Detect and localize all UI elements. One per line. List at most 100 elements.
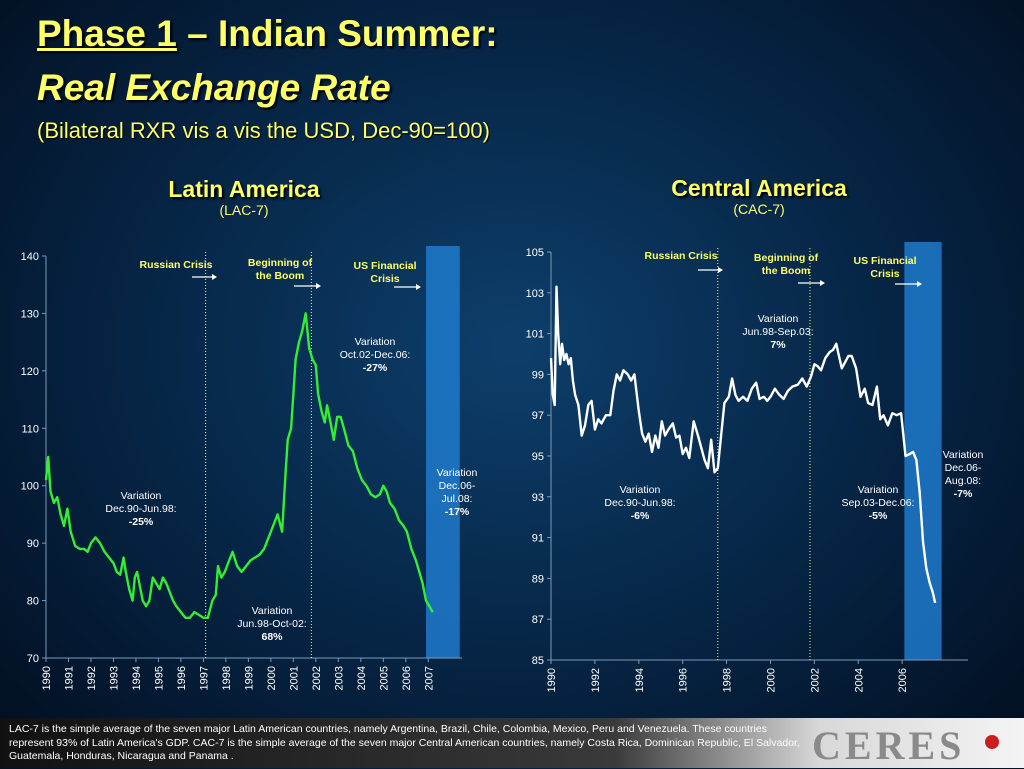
cac-variation-label: Dec.06- — [945, 462, 982, 474]
lac-xtick-label: 2004 — [356, 666, 368, 690]
lac-event-label-2: Crisis — [370, 273, 399, 285]
cac-ytick-label: 97 — [532, 410, 544, 422]
cac-event-label-2: the Boom — [762, 265, 810, 277]
cac-event-label: Beginning of — [754, 252, 819, 264]
cac-xtick-label: 1998 — [722, 668, 734, 692]
lac-ytick-label: 100 — [21, 481, 39, 493]
lac-ytick-label: 70 — [27, 653, 39, 665]
cac-series-line — [549, 285, 937, 604]
cac-xtick-label: 1992 — [590, 668, 602, 692]
lac-variation-label: Dec.06- — [439, 480, 476, 492]
cac-xtick-label: 2000 — [765, 668, 777, 692]
lac-ytick-label: 110 — [21, 423, 39, 435]
lac-xtick-label: 1999 — [243, 666, 255, 690]
footer-note: LAC-7 is the simple average of the seven… — [9, 723, 800, 762]
cac-variation-value: -7% — [954, 488, 973, 500]
cac-ytick-label: 105 — [526, 247, 544, 259]
lac-variation-value: -25% — [129, 516, 154, 528]
arrow-head-icon — [917, 281, 922, 287]
cac-xtick-label: 1994 — [634, 668, 646, 692]
lac-xtick-label: 2006 — [401, 666, 413, 690]
lac-xtick-label: 1995 — [153, 666, 165, 690]
arrow-head-icon — [820, 280, 825, 286]
cac-variation-value: -6% — [631, 510, 650, 522]
lac-xtick-label: 2000 — [266, 666, 278, 690]
cac-variation-label: Jun.98-Sep.03: — [742, 326, 813, 338]
charts-canvas: 70 80 90 100 110 120 130 140 1990 1991 1992 1993 199… — [21, 242, 984, 692]
page-title: Phase 1 – Indian Summer: — [37, 14, 498, 54]
lac-variation-value: -17% — [445, 506, 470, 518]
lac-variation-label: Dec.90-Jun.98: — [105, 503, 176, 515]
lac-xtick-label: 1992 — [86, 666, 98, 690]
lac-chart-header: Latin America (LAC-7) — [114, 176, 374, 218]
lac-event-label: Russian Crisis — [140, 259, 213, 271]
cac-ytick-label: 101 — [526, 329, 544, 341]
cac-variation-label: Aug.08: — [945, 475, 981, 487]
lac-ytick-label: 140 — [21, 251, 39, 263]
cac-chart: 85 87 89 91 93 95 97 99 101 103 105 1990 1992 1994 199… — [526, 242, 984, 692]
cac-chart-subtitle: (CAC-7) — [733, 201, 785, 217]
cac-variation-label: Variation — [858, 484, 899, 496]
lac-ytick-label: 80 — [27, 596, 39, 608]
lac-xtick-label: 2007 — [423, 666, 435, 690]
cac-chart-title: Central America — [671, 175, 847, 201]
lac-xtick-label: 2001 — [288, 666, 300, 690]
cac-xtick-label: 1990 — [546, 668, 558, 692]
lac-ytick-label: 130 — [21, 308, 39, 320]
cac-variation-label: Variation — [943, 449, 984, 461]
lac-xtick-label: 1991 — [63, 666, 75, 690]
lac-xtick-label: 1996 — [176, 666, 188, 690]
cac-ytick-label: 91 — [532, 533, 544, 545]
title-phase: Phase 1 — [37, 13, 177, 54]
page-subtitle: (Bilateral RXR vis a vis the USD, Dec-90… — [37, 118, 490, 143]
footer-bar — [0, 718, 1024, 768]
cac-variation-value: -5% — [869, 510, 888, 522]
cac-event-label: US Financial — [853, 255, 916, 267]
arrow-head-icon — [316, 283, 321, 289]
lac-xtick-label: 1993 — [108, 666, 120, 690]
cac-ytick-label: 93 — [532, 492, 544, 504]
arrow-head-icon — [718, 267, 723, 273]
cac-xtick-label: 2002 — [809, 668, 821, 692]
lac-variation-label: Variation — [252, 605, 293, 617]
logo-dot-icon — [985, 735, 999, 749]
cac-variation-value: 7% — [770, 339, 786, 351]
cac-ytick-label: 95 — [532, 451, 544, 463]
lac-event-label-2: the Boom — [256, 270, 304, 282]
cac-variation-label: Variation — [620, 484, 661, 496]
cac-ytick-label: 85 — [532, 655, 544, 667]
cac-event-label-2: Crisis — [870, 268, 899, 280]
lac-variation-value: -27% — [363, 362, 388, 374]
cac-xtick-label: 2006 — [897, 668, 909, 692]
page-title-line2: Real Exchange Rate — [37, 67, 391, 108]
cac-crisis-band — [904, 242, 942, 660]
cac-variation-label: Dec.90-Jun.98: — [604, 497, 675, 509]
cac-ytick-label: 89 — [532, 573, 544, 585]
lac-chart-title: Latin America — [168, 176, 320, 202]
lac-chart-subtitle: (LAC-7) — [219, 202, 269, 218]
cac-event-label: Russian Crisis — [645, 250, 718, 262]
cac-chart-header: Central America (CAC-7) — [629, 175, 889, 217]
lac-ytick-label: 90 — [27, 538, 39, 550]
lac-variation-label: Variation — [355, 336, 396, 348]
title-topic: – Indian Summer: — [176, 13, 498, 54]
lac-variation-label: Jun.98-Oct-02: — [237, 618, 306, 630]
ceres-logo: CERES — [812, 723, 966, 768]
lac-xtick-label: 1998 — [221, 666, 233, 690]
lac-chart: 70 80 90 100 110 120 130 140 1990 1991 1992 1993 199… — [21, 246, 478, 690]
cac-xtick-label: 1996 — [678, 668, 690, 692]
lac-xtick-label: 2003 — [333, 666, 345, 690]
lac-variation-label: Oct.02-Dec.06: — [340, 349, 411, 361]
lac-xtick-label: 2002 — [311, 666, 323, 690]
lac-xtick-label: 1994 — [131, 666, 143, 690]
arrow-head-icon — [416, 284, 421, 290]
lac-variation-label: Jul.08: — [442, 493, 473, 505]
lac-variation-label: Variation — [121, 490, 162, 502]
lac-xtick-label: 2005 — [378, 666, 390, 690]
lac-series-line — [44, 312, 434, 619]
lac-variation-label: Variation — [437, 467, 478, 479]
lac-event-label: Beginning of — [248, 257, 313, 269]
cac-ytick-label: 87 — [532, 614, 544, 626]
lac-crisis-band — [426, 246, 460, 658]
lac-xtick-label: 1997 — [198, 666, 210, 690]
